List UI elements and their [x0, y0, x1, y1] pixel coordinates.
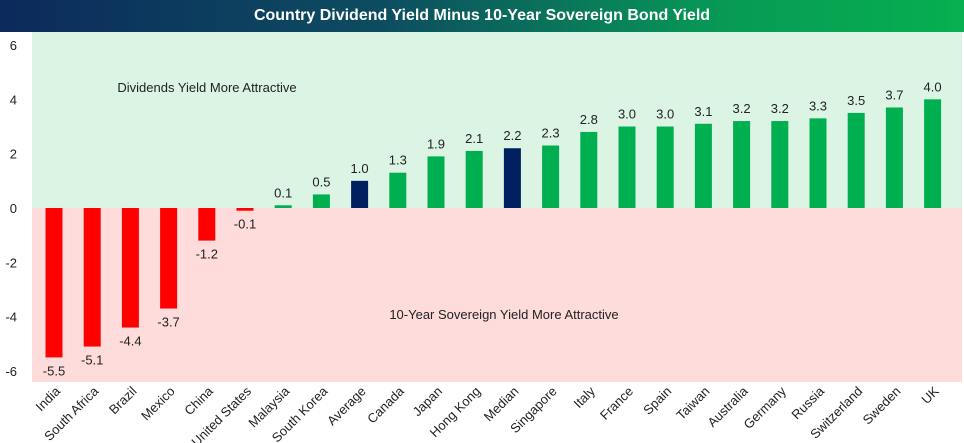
bar	[503, 148, 521, 208]
data-label: 3.7	[885, 87, 903, 102]
bar	[618, 126, 636, 208]
bar	[542, 145, 560, 208]
bar	[83, 208, 101, 347]
bar	[45, 208, 63, 358]
x-tick-label: India	[33, 383, 64, 414]
bar-chart: 6 4 2 0 -2 -4 -6 -5.5 -5.1 -4.4 -3.7 -1.2 -0.1 0.1 0.…	[5, 32, 962, 443]
bar	[847, 112, 865, 208]
bar	[389, 172, 407, 208]
y-tick-label: 2	[10, 147, 17, 162]
data-label: 2.2	[503, 128, 521, 143]
bar	[809, 118, 827, 208]
bar	[121, 208, 139, 328]
x-tick-label: UK	[918, 383, 942, 407]
data-label: 3.2	[771, 101, 789, 116]
x-tick-label: Germany	[741, 383, 790, 432]
x-tick-label: France	[597, 384, 636, 423]
data-label: -0.1	[234, 217, 256, 232]
data-label: 2.8	[580, 112, 598, 127]
x-tick-label: Italy	[570, 383, 598, 411]
y-tick-label: 4	[10, 92, 17, 107]
data-label: -4.4	[119, 334, 141, 349]
y-tick-label: -6	[5, 364, 17, 379]
bar	[885, 107, 903, 208]
bar	[733, 121, 751, 208]
positive-region-background	[32, 32, 962, 208]
data-label: 3.5	[847, 93, 865, 108]
data-label: 3.0	[618, 107, 636, 122]
bar	[427, 156, 445, 208]
data-label: 3.3	[809, 98, 827, 113]
bar	[924, 99, 942, 208]
x-tick-label: Average	[324, 384, 369, 429]
x-tick-label: Spain	[640, 384, 674, 418]
y-tick-label: -2	[5, 255, 17, 270]
x-tick-label: Canada	[364, 383, 407, 426]
bar	[656, 126, 674, 208]
x-tick-label: Mexico	[138, 384, 178, 424]
bar	[771, 121, 789, 208]
y-tick-label: -4	[5, 310, 17, 325]
data-label: -5.5	[43, 363, 65, 378]
y-axis: 6 4 2 0 -2 -4 -6	[5, 38, 17, 379]
y-tick-label: 0	[10, 201, 17, 216]
bar	[236, 208, 254, 211]
data-label: 2.1	[465, 131, 483, 146]
data-label: 3.2	[733, 101, 751, 116]
bar	[694, 123, 712, 208]
bar	[351, 180, 369, 208]
bars	[45, 99, 942, 358]
data-labels: -5.5 -5.1 -4.4 -3.7 -1.2 -0.1 0.1 0.5 1.0 1.3 1.9 2…	[43, 79, 942, 378]
data-label: 3.1	[694, 104, 712, 119]
negative-region-background	[32, 208, 962, 382]
x-tick-label: Brazil	[106, 383, 140, 417]
data-label: -3.7	[157, 315, 179, 330]
data-label: 0.5	[312, 174, 330, 189]
positive-region-annotation: Dividends Yield More Attractive	[117, 80, 296, 95]
data-label: 1.9	[427, 136, 445, 151]
data-label: 0.1	[274, 185, 292, 200]
data-label: 1.0	[351, 161, 369, 176]
data-label: 2.3	[542, 126, 560, 141]
y-tick-label: 6	[10, 38, 17, 53]
x-tick-label: China	[181, 383, 216, 418]
x-tick-label: Japan	[409, 384, 445, 420]
bar	[274, 205, 292, 208]
bar	[160, 208, 178, 309]
bar	[312, 194, 330, 208]
bar	[198, 208, 216, 241]
bar	[465, 150, 483, 208]
bar	[580, 131, 598, 208]
data-label: 4.0	[924, 79, 942, 94]
data-label: 1.3	[389, 153, 407, 168]
negative-region-annotation: 10-Year Sovereign Yield More Attractive	[389, 307, 618, 322]
data-label: -5.1	[81, 353, 103, 368]
chart-title: Country Dividend Yield Minus 10-Year Sov…	[0, 0, 964, 32]
data-label: 3.0	[656, 107, 674, 122]
data-label: -1.2	[196, 247, 218, 262]
x-tick-label: Sweden	[860, 384, 904, 428]
